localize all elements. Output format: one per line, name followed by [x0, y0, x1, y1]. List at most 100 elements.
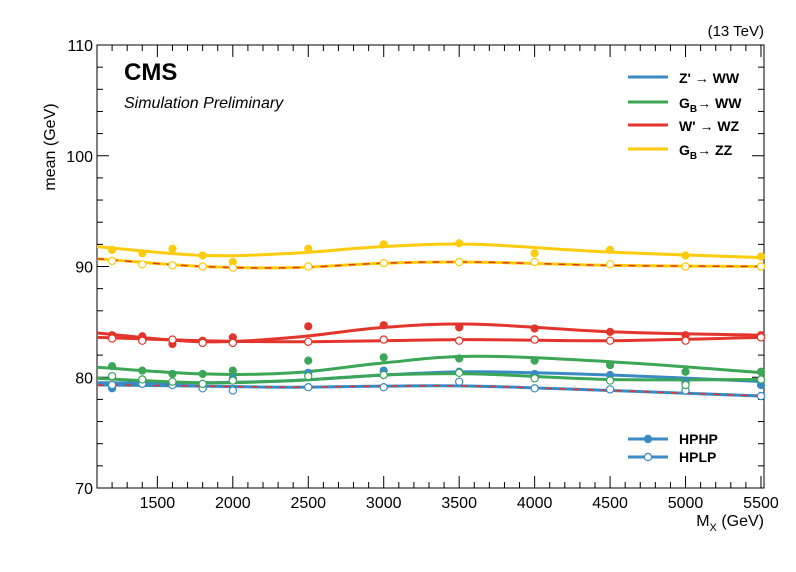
fit-curve-dashed-overlay — [96, 257, 765, 269]
y-tick-label: 80 — [75, 370, 93, 387]
subtitle: Simulation Preliminary — [124, 95, 284, 112]
y-axis-title: mean (GeV) — [42, 103, 59, 190]
point-hplp — [304, 262, 313, 271]
x-tick-label: 4500 — [592, 495, 628, 512]
legend-label-main: Z' — [679, 70, 695, 86]
point-hplp — [228, 263, 238, 272]
legend-label-tail: WW — [711, 95, 742, 111]
point-hphp — [681, 367, 690, 376]
x-tick-label: 1500 — [140, 495, 176, 512]
point-hplp — [681, 336, 690, 345]
legend-label-sub: B — [690, 151, 697, 162]
energy-label: (13 TeV) — [708, 23, 764, 40]
point-hplp — [454, 377, 464, 386]
point-hphp — [379, 321, 388, 330]
point-hplp — [168, 261, 177, 270]
legend-label-arrow: → — [695, 70, 709, 86]
point-hplp — [228, 376, 238, 385]
point-hplp — [304, 337, 313, 347]
point-hphp — [304, 322, 313, 331]
point-hphp — [304, 244, 313, 253]
point-hplp — [756, 391, 766, 401]
point-hplp — [454, 257, 464, 267]
fit-curves — [96, 242, 765, 398]
point-hplp — [605, 385, 615, 394]
x-axis-title-unit: (GeV) — [717, 513, 764, 530]
x-tick-label: 5000 — [668, 495, 704, 512]
legend-label-tail: ZZ — [711, 142, 732, 158]
point-hphp — [530, 324, 539, 333]
point-hplp — [379, 335, 388, 344]
point-hphp — [379, 353, 388, 362]
point-hplp — [379, 383, 388, 392]
point-hphp — [605, 360, 615, 370]
point-hphp — [168, 369, 177, 379]
x-tick-label: 3000 — [366, 495, 402, 512]
legend-label-arrow: → — [699, 118, 713, 134]
point-hplp — [107, 380, 117, 390]
experiment-label: CMS — [124, 59, 177, 86]
point-hplp — [138, 336, 147, 345]
point-hplp — [756, 333, 766, 342]
point-hphp — [168, 244, 177, 253]
point-hphp — [455, 239, 464, 248]
legend-label-tail: WW — [709, 70, 740, 86]
legend-label: Z' → WW — [679, 70, 740, 86]
point-hphp — [107, 362, 117, 371]
point-hphp — [530, 249, 539, 258]
legend-label-sub: B — [690, 104, 697, 115]
x-tick-label: 2500 — [290, 495, 326, 512]
point-hplp — [168, 377, 177, 386]
fit-curve-hphp — [96, 242, 765, 260]
x-axis-title-sub: X — [710, 522, 718, 534]
point-hphp — [198, 251, 207, 260]
point-hplp — [379, 370, 388, 380]
y-tick-label: 90 — [75, 260, 93, 277]
point-hplp — [454, 368, 464, 378]
point-hphp — [138, 249, 147, 258]
point-hplp — [530, 384, 539, 393]
point-hplp — [605, 376, 615, 385]
point-hplp — [107, 371, 117, 381]
y-tick-label: 110 — [67, 38, 93, 55]
x-tick-label: 4000 — [517, 495, 553, 512]
point-hplp — [530, 335, 539, 344]
marker-legend-label: HPHP — [679, 431, 718, 447]
point-hphp — [530, 356, 539, 365]
legend-label: GB→ WW — [679, 95, 742, 115]
point-hplp — [304, 371, 313, 381]
point-hphp — [756, 252, 766, 261]
point-hphp — [228, 366, 237, 375]
point-hphp — [198, 369, 207, 379]
point-hplp — [198, 379, 207, 389]
point-hphp — [304, 356, 313, 365]
point-hplp — [228, 386, 238, 395]
point-hplp — [168, 335, 177, 344]
legend-label-arrow: → — [697, 142, 711, 158]
x-axis-title-main: M — [696, 513, 709, 530]
x-tick-label: 2000 — [215, 495, 251, 512]
point-hphp — [379, 240, 388, 249]
legend-label-arrow: → — [697, 95, 711, 111]
data-points — [107, 239, 766, 401]
point-hplp — [198, 262, 207, 271]
point-hphp — [605, 327, 615, 336]
point-hplp — [530, 257, 539, 267]
marker-legend-label: HPLP — [679, 449, 716, 465]
x-tick-label: 5500 — [743, 495, 779, 512]
point-hphp — [756, 367, 766, 376]
point-hplp — [681, 380, 690, 390]
point-hplp — [198, 338, 207, 348]
legend-label-main: W' — [679, 118, 699, 134]
x-tick-label: 3500 — [441, 495, 477, 512]
marker-legend: HPHP HPLP — [628, 431, 718, 465]
legend-label-tail: WZ — [713, 118, 739, 134]
point-hplp — [379, 258, 388, 268]
point-hplp — [107, 256, 117, 266]
point-hplp — [605, 260, 615, 269]
legend-label-main: G — [679, 95, 690, 111]
legend-label: W' → WZ — [679, 118, 740, 134]
fit-curve-dashed-overlay — [96, 384, 765, 397]
point-hplp — [454, 336, 464, 345]
